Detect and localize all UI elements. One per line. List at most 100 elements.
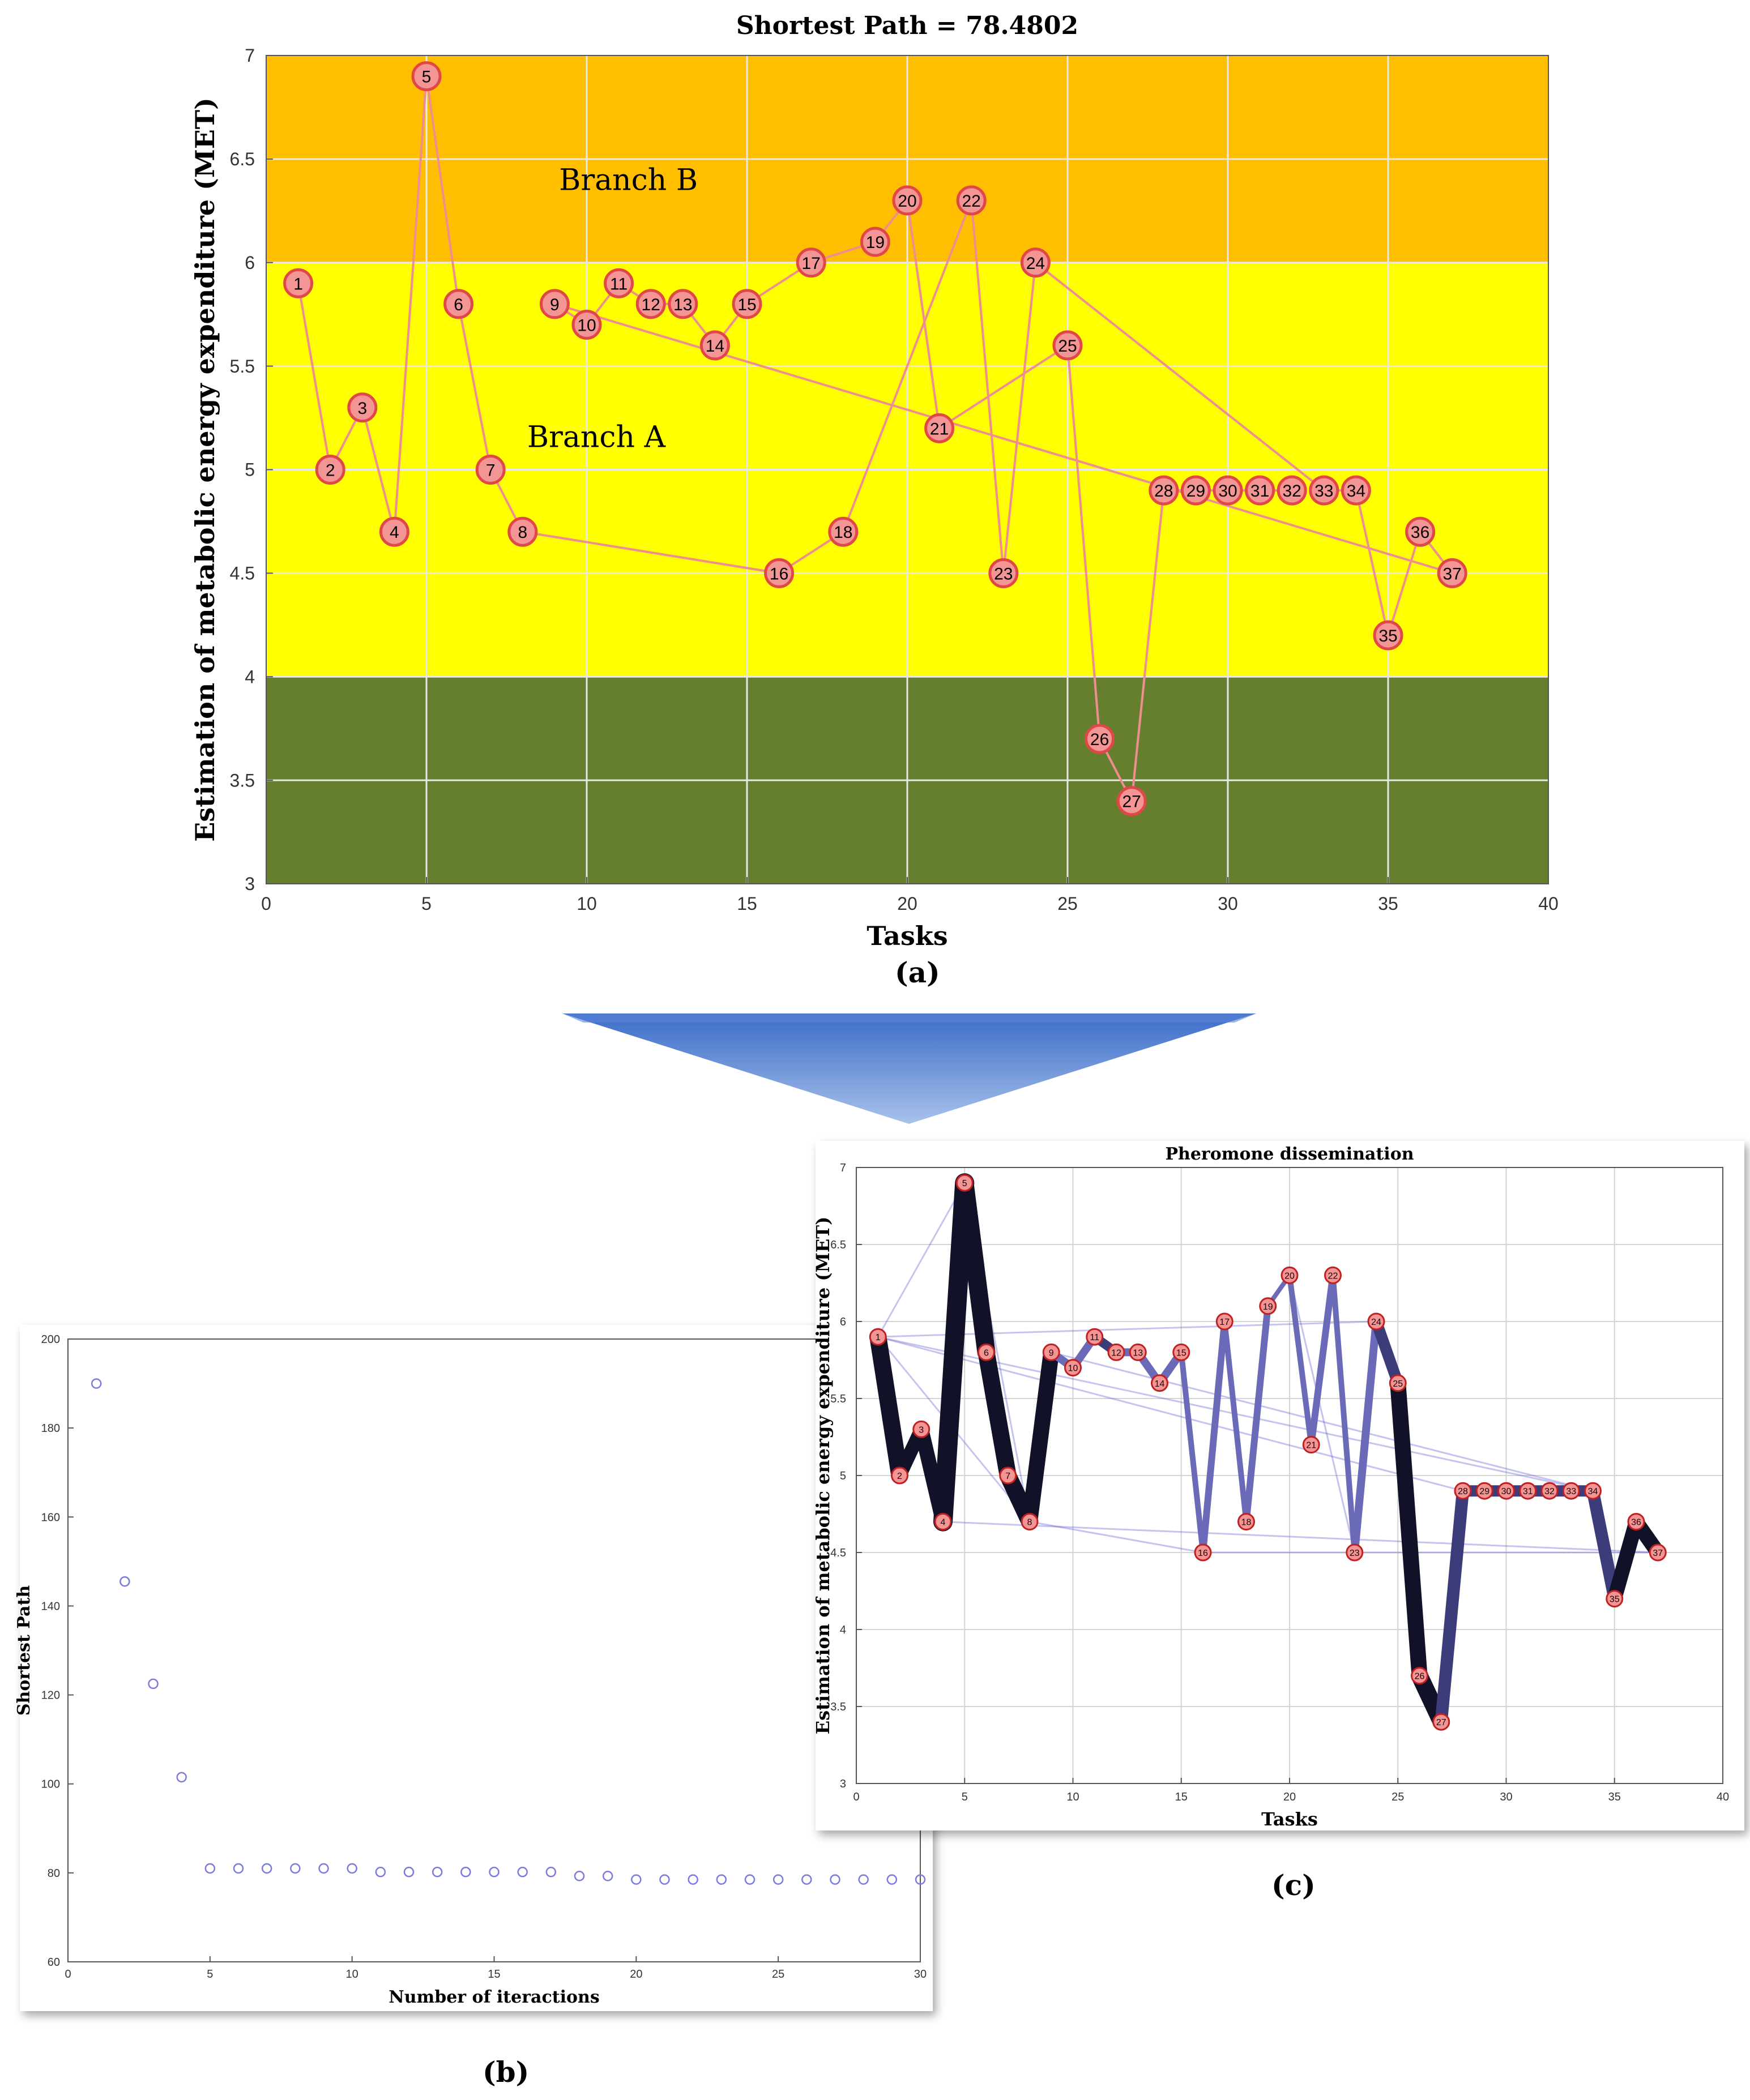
- y-tick-label: 5.5: [230, 356, 255, 377]
- y-tick-label: 60: [48, 1956, 60, 1969]
- x-tick-label: 10: [346, 1968, 358, 1981]
- task-node-c-label: 32: [1544, 1487, 1555, 1496]
- task-node-c-label: 6: [984, 1348, 989, 1358]
- scatter-point: [830, 1874, 840, 1885]
- task-node-label: 3: [357, 399, 367, 418]
- task-node-c: [869, 1328, 887, 1346]
- x-tick-label: 10: [577, 893, 597, 914]
- task-node: [475, 455, 506, 485]
- task-node-c-label: 29: [1479, 1487, 1489, 1496]
- scatter-point: [489, 1867, 500, 1877]
- task-node-c: [1540, 1482, 1559, 1500]
- task-node-label: 9: [550, 296, 560, 314]
- pheromone-edge: [1330, 1272, 1358, 1555]
- task-node: [668, 289, 698, 319]
- task-node-c: [1497, 1482, 1515, 1500]
- y-tick-label: 3.5: [230, 770, 255, 790]
- scatter-point: [290, 1863, 301, 1874]
- pheromone-faint-edge: [942, 1521, 1658, 1554]
- scatter-point: [574, 1871, 585, 1881]
- task-node: [1149, 475, 1179, 506]
- x-tick-label: 40: [1538, 893, 1559, 914]
- task-node-c: [955, 1174, 974, 1192]
- task-node-c: [1649, 1543, 1667, 1562]
- x-tick-label: 5: [421, 893, 432, 914]
- task-node: [347, 392, 378, 423]
- task-node-label: 1: [293, 275, 303, 293]
- task-node-label: 32: [1283, 482, 1301, 501]
- task-node-c: [1606, 1590, 1624, 1608]
- task-node-c: [999, 1466, 1017, 1485]
- task-node: [1020, 247, 1051, 278]
- task-node-c: [1562, 1482, 1580, 1500]
- scatter-point: [460, 1867, 471, 1877]
- x-tick-label: 35: [1608, 1791, 1621, 1803]
- task-node-c-label: 35: [1610, 1595, 1620, 1605]
- task-node-c: [1042, 1343, 1060, 1361]
- scatter-point: [204, 1863, 216, 1874]
- task-node-c-label: 4: [941, 1518, 946, 1528]
- pheromone-faint-edge: [1029, 1521, 1203, 1554]
- pheromone-edge: [1607, 1514, 1644, 1606]
- scatter-point: [233, 1863, 244, 1874]
- y-tick-label: 6.5: [230, 149, 255, 169]
- task-node-c-label: 17: [1219, 1318, 1230, 1327]
- y-tick-label: 4.5: [230, 563, 255, 584]
- scatter-point: [347, 1863, 357, 1874]
- task-node-label: 6: [454, 296, 463, 314]
- task-node-c: [1519, 1482, 1537, 1500]
- task-node-c: [1281, 1266, 1299, 1284]
- task-node-c-label: 31: [1523, 1487, 1533, 1496]
- task-node-c-label: 22: [1328, 1271, 1338, 1281]
- branch-annotation: Branch A: [527, 420, 667, 454]
- y-axis-label: Estimation of metabolic energy expenditu…: [190, 97, 220, 842]
- x-tick-label: 30: [1218, 893, 1238, 914]
- task-node-c-label: 34: [1588, 1487, 1598, 1496]
- y-tick-label: 100: [41, 1778, 60, 1791]
- task-node-label: 21: [930, 420, 949, 438]
- task-node-label: 22: [962, 192, 981, 211]
- task-node-c-label: 12: [1111, 1348, 1121, 1358]
- task-node-c-label: 8: [1027, 1518, 1032, 1528]
- task-node: [539, 289, 570, 319]
- x-tick-label: 15: [488, 1968, 500, 1981]
- task-node-c-label: 3: [919, 1425, 924, 1435]
- task-node-c-label: 24: [1371, 1318, 1381, 1327]
- task-node-label: 18: [834, 523, 852, 542]
- y-tick-label: 6.5: [830, 1239, 846, 1251]
- x-tick-label: 0: [853, 1791, 859, 1803]
- y-tick-label: 200: [41, 1333, 60, 1346]
- task-node-c: [1107, 1343, 1125, 1361]
- task-node-c-label: 15: [1176, 1348, 1186, 1358]
- y-axis-label: Shortest Path: [14, 1585, 34, 1716]
- scatter-point: [716, 1874, 727, 1885]
- task-node-label: 33: [1314, 482, 1333, 501]
- task-node-c: [1021, 1513, 1039, 1531]
- task-node: [379, 516, 409, 547]
- x-tick-label: 5: [962, 1791, 968, 1803]
- y-tick-label: 7: [245, 45, 255, 66]
- task-node-c-label: 10: [1068, 1364, 1078, 1374]
- task-node-c: [1302, 1436, 1320, 1454]
- task-node: [1309, 475, 1339, 506]
- task-node: [796, 247, 826, 278]
- task-node: [443, 289, 474, 319]
- x-tick-label: 30: [1500, 1791, 1512, 1803]
- caption-b: (b): [483, 2055, 530, 2089]
- task-node-c: [1172, 1343, 1190, 1361]
- scatter-point: [545, 1867, 557, 1877]
- y-tick-label: 140: [41, 1600, 60, 1613]
- chart-title: Pheromone dissemination: [1165, 1144, 1414, 1164]
- task-node-c: [1215, 1312, 1233, 1331]
- pheromone-edge: [1200, 1318, 1228, 1556]
- task-node-label: 28: [1154, 482, 1173, 501]
- task-node-c: [1194, 1543, 1212, 1562]
- scatter-point: [772, 1874, 784, 1885]
- pheromone-faint-edge: [877, 1182, 966, 1337]
- down-arrow-edge: [562, 1013, 1256, 1023]
- task-node-c: [912, 1420, 931, 1438]
- task-node-label: 10: [577, 316, 596, 335]
- y-tick-label: 4: [840, 1624, 846, 1636]
- y-tick-label: 5.5: [830, 1393, 846, 1405]
- x-tick-label: 0: [261, 893, 271, 914]
